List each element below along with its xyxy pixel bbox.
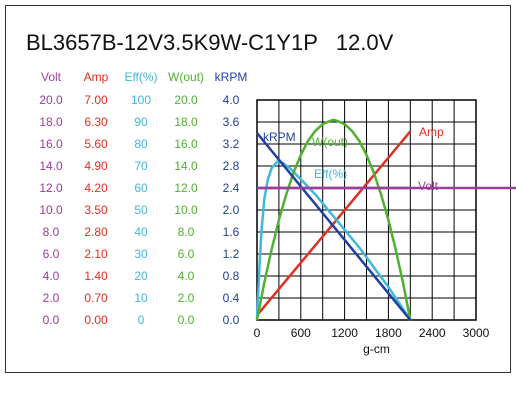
tick-label-eff: 80 — [134, 137, 148, 151]
annotation-krpm: kRPM — [263, 130, 296, 144]
series-line-w-out — [255, 118, 412, 321]
column-header-krpm: kRPM — [214, 70, 248, 84]
tick-label-amp: 7.00 — [84, 93, 108, 107]
tick-label-amp: 1.40 — [84, 269, 108, 283]
tick-label-eff: 30 — [134, 247, 148, 261]
tick-label-volt: 10.0 — [39, 203, 63, 217]
tick-label-krpm: 4.0 — [222, 93, 240, 107]
tick-label-eff: 20 — [134, 269, 148, 283]
tick-label-wout: 4.0 — [177, 269, 195, 283]
x-tick-label: 0 — [254, 326, 261, 340]
tick-label-amp: 2.10 — [84, 247, 108, 261]
annotation-eff: Eff(%) — [314, 167, 347, 181]
tick-label-krpm: 3.6 — [222, 115, 240, 129]
tick-label-krpm: 0.4 — [222, 291, 240, 305]
tick-label-amp: 6.30 — [84, 115, 108, 129]
x-tick-label: 1800 — [375, 326, 402, 340]
x-tick-label: 600 — [291, 326, 311, 340]
tick-label-volt: 20.0 — [39, 93, 63, 107]
tick-label-wout: 18.0 — [174, 115, 198, 129]
series-line-amp — [256, 130, 412, 317]
annotation-amp: Amp — [419, 125, 444, 139]
tick-label-eff: 60 — [134, 181, 148, 195]
tick-label-volt: 14.0 — [39, 159, 63, 173]
column-header-volt: Volt — [40, 70, 61, 84]
tick-label-amp: 0.70 — [84, 291, 108, 305]
tick-label-amp: 2.80 — [84, 225, 108, 239]
tick-label-volt: 18.0 — [39, 115, 63, 129]
tick-label-wout: 20.0 — [174, 93, 198, 107]
tick-label-krpm: 1.2 — [222, 247, 240, 261]
tick-label-wout: 2.0 — [177, 291, 195, 305]
tick-label-volt: 6.0 — [42, 247, 60, 261]
tick-label-krpm: 3.2 — [222, 137, 240, 151]
tick-label-eff: 100 — [130, 93, 152, 107]
tick-label-wout: 16.0 — [174, 137, 198, 151]
tick-label-wout: 12.0 — [174, 181, 198, 195]
annotation-w-out: W(out) — [312, 135, 348, 149]
tick-label-amp: 0.00 — [84, 313, 108, 327]
tick-label-amp: 4.90 — [84, 159, 108, 173]
tick-label-eff: 50 — [134, 203, 148, 217]
tick-label-krpm: 2.4 — [222, 181, 240, 195]
tick-label-wout: 10.0 — [174, 203, 198, 217]
tick-label-volt: 8.0 — [42, 225, 60, 239]
tick-label-eff: 90 — [134, 115, 148, 129]
column-header-eff: Eff(%) — [124, 70, 158, 84]
x-tick-label: 3000 — [463, 326, 490, 340]
tick-label-volt: 16.0 — [39, 137, 63, 151]
tick-label-krpm: 2.0 — [222, 203, 240, 217]
tick-label-wout: 6.0 — [177, 247, 195, 261]
tick-label-amp: 5.60 — [84, 137, 108, 151]
series-line-krpm — [256, 132, 412, 321]
tick-label-krpm: 2.8 — [222, 159, 240, 173]
tick-label-krpm: 0.8 — [222, 269, 240, 283]
tick-label-wout: 8.0 — [177, 225, 195, 239]
annotation-volt: Volt — [418, 179, 439, 193]
tick-label-krpm: 1.6 — [222, 225, 240, 239]
series-line-eff — [255, 160, 412, 321]
tick-label-eff: 10 — [134, 291, 148, 305]
tick-label-volt: 12.0 — [39, 181, 63, 195]
column-header-wout: W(out) — [168, 70, 204, 84]
tick-label-eff: 40 — [134, 225, 148, 239]
tick-label-volt: 4.0 — [42, 269, 60, 283]
tick-label-volt: 0.0 — [42, 313, 60, 327]
tick-label-wout: 14.0 — [174, 159, 198, 173]
x-tick-label: 1200 — [331, 326, 358, 340]
x-tick-label: 2400 — [419, 326, 446, 340]
tick-label-volt: 2.0 — [42, 291, 60, 305]
tick-label-krpm: 0.0 — [222, 313, 240, 327]
column-header-amp: Amp — [83, 70, 109, 84]
tick-label-amp: 4.20 — [84, 181, 108, 195]
tick-label-amp: 3.50 — [84, 203, 108, 217]
plot-border — [256, 99, 477, 321]
tick-label-eff: 70 — [134, 159, 148, 173]
tick-label-eff: 0 — [137, 313, 145, 327]
chart-title: BL3657B-12V3.5K9W-C1Y1P 12.0V — [26, 30, 394, 55]
tick-label-wout: 0.0 — [177, 313, 195, 327]
x-axis-label: g-cm — [363, 342, 390, 356]
